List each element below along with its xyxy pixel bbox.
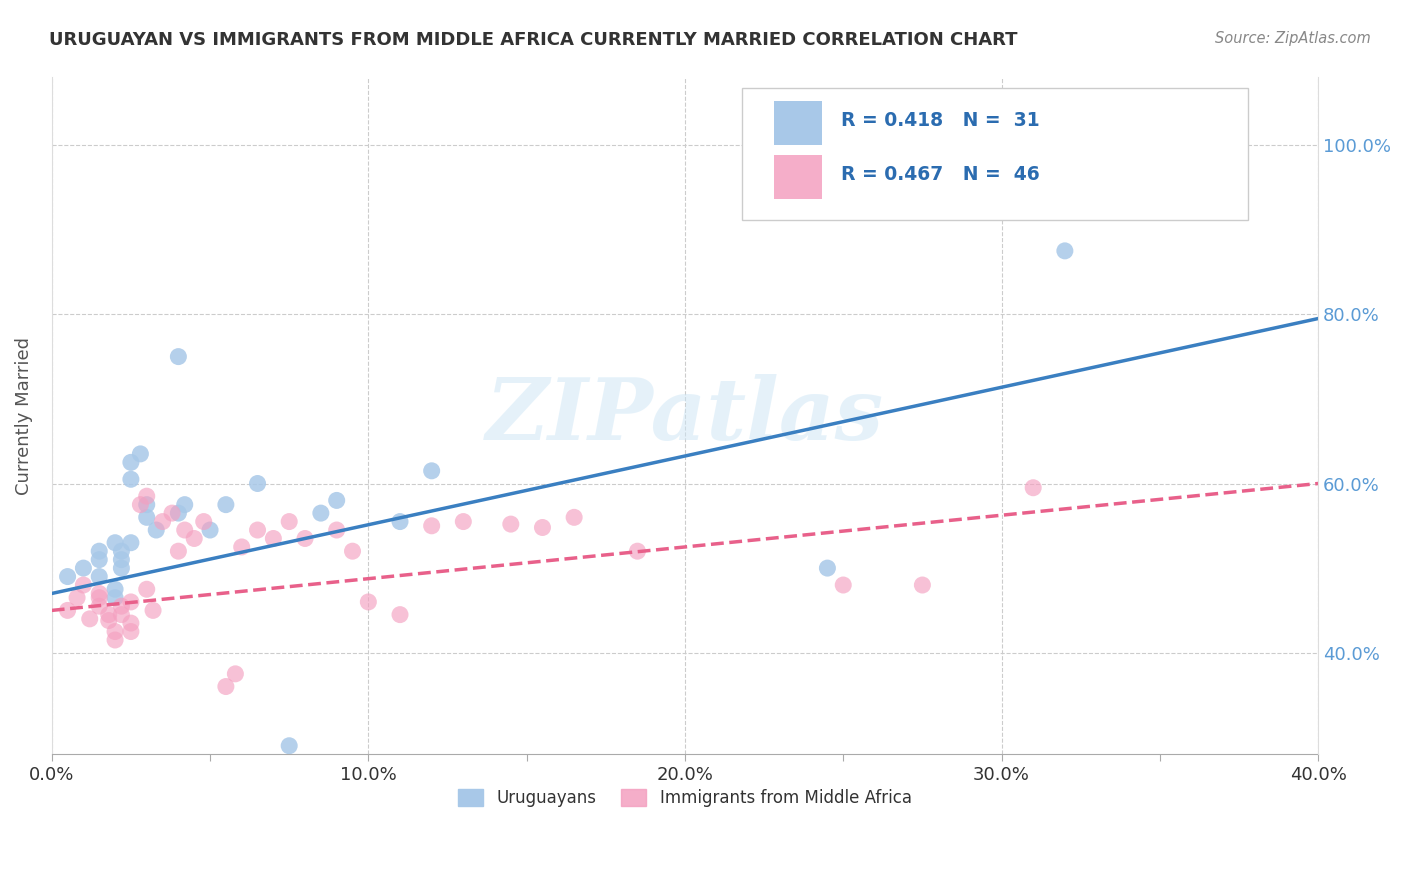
Point bbox=[626, 544, 648, 558]
Point bbox=[89, 544, 111, 558]
FancyBboxPatch shape bbox=[742, 87, 1249, 219]
Point bbox=[56, 569, 79, 583]
Point bbox=[104, 591, 127, 605]
Point bbox=[1053, 244, 1076, 258]
Point bbox=[89, 599, 111, 614]
Point bbox=[160, 506, 183, 520]
Point bbox=[97, 614, 120, 628]
Point bbox=[72, 578, 94, 592]
Point bbox=[246, 476, 269, 491]
Point bbox=[135, 498, 157, 512]
Point bbox=[152, 515, 174, 529]
Point bbox=[110, 599, 132, 614]
FancyBboxPatch shape bbox=[773, 101, 821, 145]
Point bbox=[325, 493, 347, 508]
Point bbox=[342, 544, 364, 558]
Point bbox=[89, 586, 111, 600]
Point bbox=[198, 523, 221, 537]
Point bbox=[110, 552, 132, 566]
Point bbox=[135, 489, 157, 503]
Point bbox=[89, 591, 111, 605]
Point bbox=[120, 595, 142, 609]
FancyBboxPatch shape bbox=[773, 155, 821, 199]
Point bbox=[142, 603, 165, 617]
Point bbox=[215, 498, 238, 512]
Point bbox=[167, 506, 190, 520]
Point bbox=[262, 532, 284, 546]
Point bbox=[110, 544, 132, 558]
Point bbox=[173, 523, 195, 537]
Point bbox=[183, 532, 205, 546]
Point bbox=[309, 506, 332, 520]
Point bbox=[89, 569, 111, 583]
Point bbox=[145, 523, 167, 537]
Point bbox=[224, 666, 246, 681]
Point bbox=[104, 624, 127, 639]
Point bbox=[110, 607, 132, 622]
Point bbox=[129, 498, 152, 512]
Point bbox=[278, 739, 301, 753]
Point bbox=[104, 582, 127, 597]
Text: ZIPatlas: ZIPatlas bbox=[486, 374, 884, 458]
Point bbox=[911, 578, 934, 592]
Point bbox=[66, 591, 89, 605]
Point bbox=[89, 552, 111, 566]
Point bbox=[215, 680, 238, 694]
Point bbox=[453, 515, 475, 529]
Point bbox=[56, 603, 79, 617]
Point bbox=[120, 535, 142, 549]
Point bbox=[246, 523, 269, 537]
Point bbox=[167, 544, 190, 558]
Point bbox=[120, 455, 142, 469]
Point bbox=[1022, 481, 1045, 495]
Point bbox=[388, 515, 411, 529]
Point bbox=[357, 595, 380, 609]
Point bbox=[104, 632, 127, 647]
Text: URUGUAYAN VS IMMIGRANTS FROM MIDDLE AFRICA CURRENTLY MARRIED CORRELATION CHART: URUGUAYAN VS IMMIGRANTS FROM MIDDLE AFRI… bbox=[49, 31, 1018, 49]
Point bbox=[173, 498, 195, 512]
Point bbox=[104, 535, 127, 549]
Point bbox=[832, 578, 855, 592]
Point bbox=[562, 510, 585, 524]
Point bbox=[420, 518, 443, 533]
Point bbox=[110, 561, 132, 575]
Point bbox=[278, 515, 301, 529]
Point bbox=[294, 532, 316, 546]
Y-axis label: Currently Married: Currently Married bbox=[15, 337, 32, 495]
Point bbox=[815, 561, 838, 575]
Text: Source: ZipAtlas.com: Source: ZipAtlas.com bbox=[1215, 31, 1371, 46]
Legend: Uruguayans, Immigrants from Middle Africa: Uruguayans, Immigrants from Middle Afric… bbox=[451, 782, 918, 814]
Point bbox=[325, 523, 347, 537]
Point bbox=[72, 561, 94, 575]
Point bbox=[420, 464, 443, 478]
Point bbox=[531, 520, 554, 534]
Point bbox=[388, 607, 411, 622]
Text: R = 0.418   N =  31: R = 0.418 N = 31 bbox=[841, 111, 1039, 129]
Point bbox=[120, 616, 142, 631]
Point bbox=[499, 517, 522, 532]
Point bbox=[79, 612, 101, 626]
Point bbox=[120, 624, 142, 639]
Point bbox=[167, 350, 190, 364]
Text: R = 0.467   N =  46: R = 0.467 N = 46 bbox=[841, 165, 1039, 184]
Point bbox=[135, 582, 157, 597]
Point bbox=[231, 540, 253, 554]
Point bbox=[97, 607, 120, 622]
Point bbox=[135, 510, 157, 524]
Point bbox=[129, 447, 152, 461]
Point bbox=[193, 515, 215, 529]
Point bbox=[120, 472, 142, 486]
